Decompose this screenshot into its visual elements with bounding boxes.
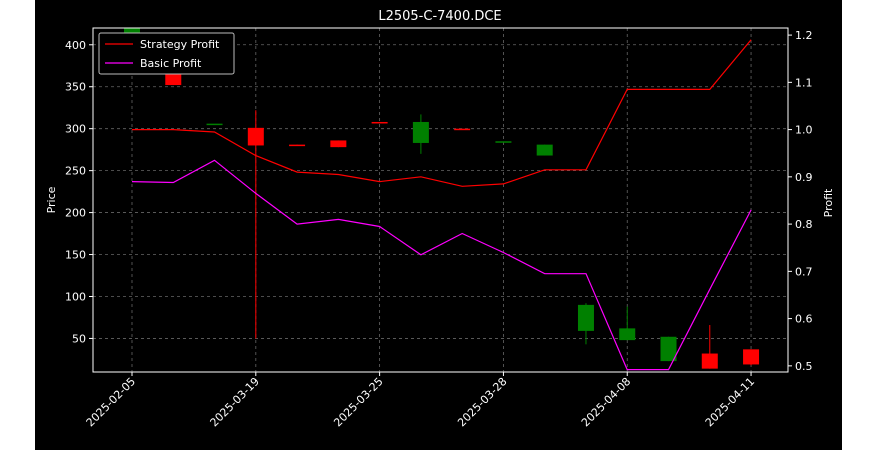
y2-tick-label: 0.7	[795, 265, 813, 278]
candle-down	[454, 128, 471, 131]
legend-box	[98, 32, 235, 75]
legend-label-basic: Basic Profit	[140, 57, 202, 70]
y-axis-label: Price	[45, 186, 58, 213]
candle-up	[660, 336, 677, 362]
candle-up	[619, 328, 636, 341]
y-tick-label: 300	[65, 123, 86, 136]
candle-down	[371, 121, 388, 124]
profit-lines	[131, 39, 752, 371]
candle-up	[206, 123, 223, 126]
y-tick-label: 200	[65, 207, 86, 220]
right-axis: 0.5 0.6 0.7 0.8 0.9 1.0 1.1 1.2	[788, 29, 813, 373]
legend: Strategy Profit Basic Profit	[98, 32, 235, 75]
candle-down	[289, 144, 306, 147]
candle-up	[412, 121, 429, 143]
candles	[124, 28, 760, 369]
y2-tick-label: 0.5	[795, 360, 813, 373]
candle-down	[743, 349, 760, 365]
chart-title: L2505-C-7400.DCE	[378, 9, 501, 24]
y2-tick-label: 0.8	[795, 218, 813, 231]
legend-label-strategy: Strategy Profit	[140, 38, 220, 51]
y2-axis-label: Profit	[822, 188, 835, 217]
basic-profit-line	[131, 159, 752, 371]
y-tick-label: 150	[65, 249, 86, 262]
y-tick-label: 350	[65, 81, 86, 94]
y-tick-label: 100	[65, 290, 86, 303]
plot-area-frame	[92, 27, 789, 373]
strategy-profit-line	[132, 39, 752, 187]
y2-tick-label: 1.0	[795, 124, 813, 137]
y2-tick-label: 1.2	[795, 29, 813, 42]
y2-tick-label: 0.6	[795, 313, 813, 326]
candle-down	[247, 127, 264, 146]
candle-down	[701, 353, 718, 369]
left-axis: 50 100 150 200 250 300 350 400	[65, 39, 93, 345]
y-tick-label: 250	[65, 165, 86, 178]
y-tick-label: 50	[72, 332, 86, 345]
y2-tick-label: 1.1	[795, 76, 813, 89]
candle-up	[536, 144, 553, 156]
candle-up	[495, 141, 512, 143]
candle-up	[577, 304, 594, 331]
candle-down	[330, 140, 347, 148]
y2-tick-label: 0.9	[795, 171, 813, 184]
y-tick-label: 400	[65, 39, 86, 52]
